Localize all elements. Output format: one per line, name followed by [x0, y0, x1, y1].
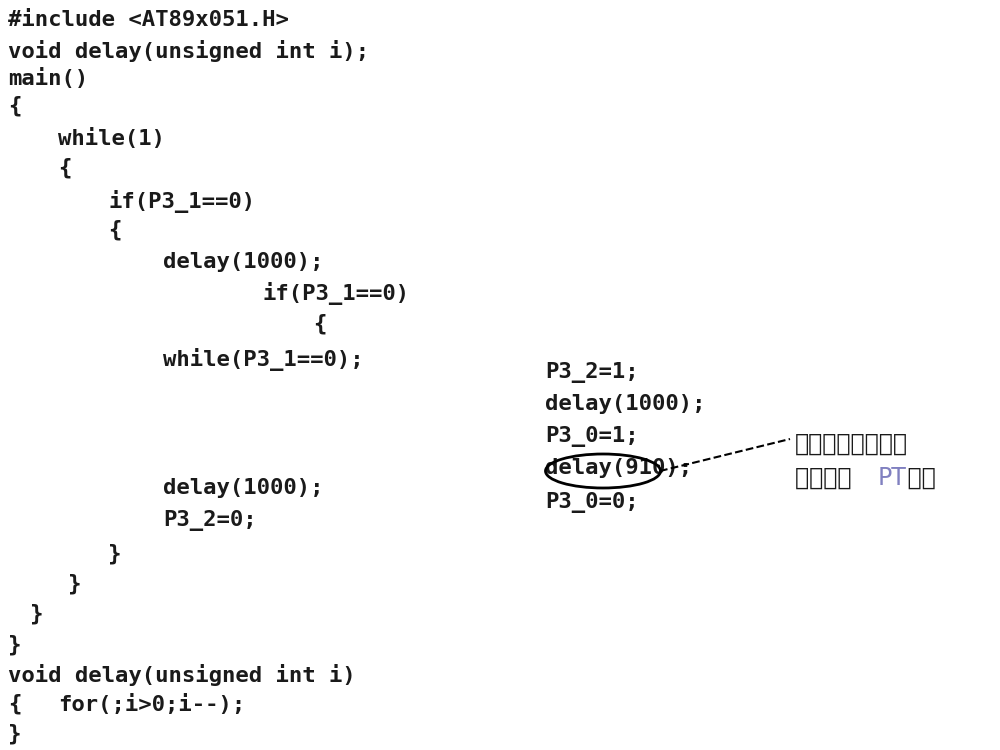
Text: while(P3_1==0);: while(P3_1==0);	[163, 348, 364, 371]
Text: P3_0=0;: P3_0=0;	[545, 492, 639, 513]
Text: P3_2=1;: P3_2=1;	[545, 362, 639, 383]
Text: }: }	[30, 604, 43, 625]
Text: void delay(unsigned int i);: void delay(unsigned int i);	[8, 40, 369, 62]
Text: delay(910);: delay(910);	[545, 458, 692, 478]
Text: main(): main()	[8, 68, 88, 89]
Text: 得到所需: 得到所需	[795, 466, 859, 490]
Text: {: {	[58, 158, 71, 178]
Text: {: {	[8, 96, 21, 116]
Text: #include <AT89x051.H>: #include <AT89x051.H>	[8, 10, 289, 30]
Text: void delay(unsigned int i): void delay(unsigned int i)	[8, 664, 356, 686]
Text: delay(1000);: delay(1000);	[163, 252, 324, 272]
Text: delay(1000);: delay(1000);	[163, 478, 324, 498]
Text: }: }	[108, 544, 121, 565]
Text: }: }	[8, 724, 21, 745]
Text: while(1): while(1)	[58, 128, 165, 149]
Text: }: }	[68, 574, 81, 595]
Text: P3_0=1;: P3_0=1;	[545, 426, 639, 447]
Text: if(P3_1==0): if(P3_1==0)	[263, 282, 410, 305]
Text: {: {	[8, 694, 21, 715]
Text: delay(1000);: delay(1000);	[545, 394, 706, 414]
Text: }: }	[8, 635, 21, 656]
Text: for(;i>0;i--);: for(;i>0;i--);	[58, 694, 245, 715]
Text: 修正括弧中的数値: 修正括弧中的数値	[795, 432, 908, 456]
Text: {: {	[313, 314, 326, 334]
Text: 时间: 时间	[900, 466, 935, 490]
Text: if(P3_1==0): if(P3_1==0)	[108, 190, 255, 213]
Text: P3_2=0;: P3_2=0;	[163, 510, 257, 531]
Text: PT: PT	[878, 466, 906, 490]
Text: {: {	[108, 220, 121, 241]
